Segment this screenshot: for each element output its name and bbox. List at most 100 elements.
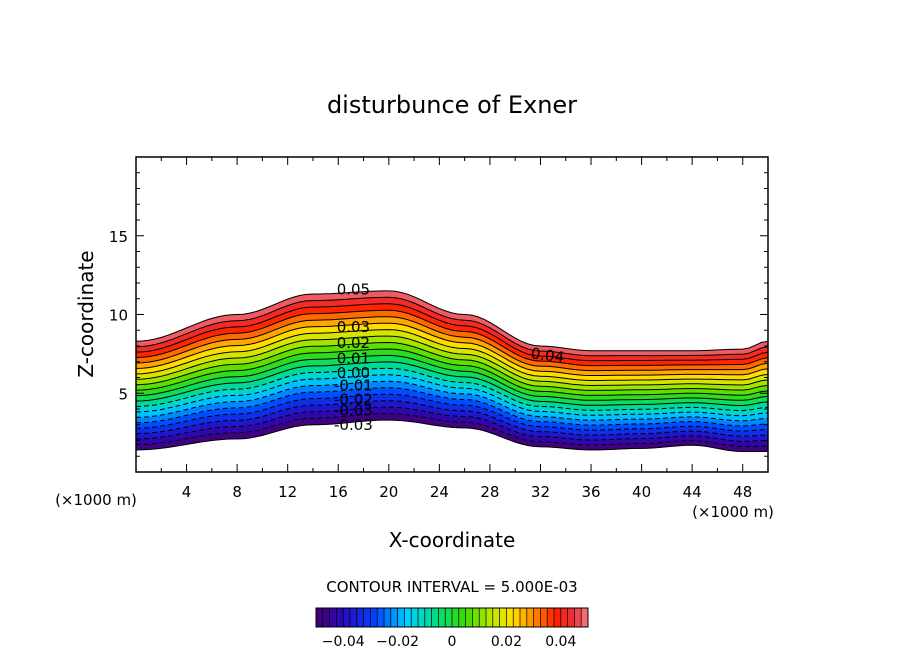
colorbar-cell <box>377 608 385 627</box>
colorbar-cell <box>452 608 460 627</box>
x-tick-label: 40 <box>632 483 651 501</box>
contour-label: 0.02 <box>337 334 370 352</box>
colorbar-cell <box>567 608 575 627</box>
contour-line <box>136 400 768 437</box>
colorbar-cell <box>533 608 541 627</box>
contour-label: 0.00 <box>337 364 370 382</box>
contour-label: -0.03 <box>334 402 373 420</box>
colorbar: −0.04 −0.02 0 0.02 0.04 <box>315 607 589 650</box>
colorbar-cell <box>390 608 398 627</box>
x-tick-label: 48 <box>733 483 752 501</box>
contour-interval-text: CONTOUR INTERVAL = 5.000E-03 <box>326 578 577 596</box>
contour-label: 0.05 <box>337 280 370 298</box>
colorbar-cell <box>316 608 324 627</box>
colorbar-cell <box>499 608 507 627</box>
colorbar-cell <box>465 608 473 627</box>
colorbar-cell <box>445 608 453 627</box>
contour-label: -0.01 <box>334 376 373 394</box>
contour-label: 0.03 <box>337 318 370 336</box>
colorbar-cell <box>520 608 528 627</box>
colorbar-frame <box>315 607 589 628</box>
colorbar-cell <box>526 608 534 627</box>
colorbar-cell <box>472 608 480 627</box>
colorbar-cell <box>343 608 351 627</box>
x-unit-left: (×1000 m) <box>55 491 137 509</box>
contour-line <box>136 341 768 391</box>
contour-line <box>136 309 768 367</box>
colorbar-cell <box>486 608 494 627</box>
contour-labels: 0.050.040.030.020.010.00-0.01-0.02-0.03-… <box>334 280 565 433</box>
contour-label: 0.04 <box>530 344 566 366</box>
contour-field <box>136 290 768 452</box>
x-tick-label: 32 <box>531 483 550 501</box>
colorbar-cell <box>411 608 419 627</box>
x-tick-label: 20 <box>379 483 398 501</box>
x-tick-label: 24 <box>430 483 449 501</box>
colorbar-cell <box>506 608 514 627</box>
contour-line <box>136 387 768 427</box>
colorbar-cell <box>554 608 562 627</box>
colorbar-tick-label: −0.04 <box>322 634 365 650</box>
y-axis-label: Z-coordinate <box>74 250 98 377</box>
contour-line <box>136 374 768 417</box>
colorbar-cell <box>513 608 521 627</box>
colorbar-cell <box>540 608 548 627</box>
x-tick-label: 12 <box>278 483 297 501</box>
x-tick-label: 8 <box>232 483 242 501</box>
colorbar-cell <box>424 608 432 627</box>
contour-line <box>136 413 768 447</box>
x-tick-label: 16 <box>329 483 348 501</box>
colorbar-cell <box>438 608 446 627</box>
colorbar-cell <box>492 608 500 627</box>
contour-label: -0.03 <box>334 416 373 434</box>
contour-label: 0.01 <box>337 350 370 368</box>
contour-line <box>136 393 768 432</box>
colorbar-cell <box>350 608 358 627</box>
colorbar-cell <box>322 608 330 627</box>
colorbar-cell <box>418 608 426 627</box>
contour-line <box>136 380 768 422</box>
contour-line <box>136 361 768 407</box>
x-tick-label: 28 <box>480 483 499 501</box>
colorbar-cell <box>356 608 364 627</box>
colorbar-tick-label: 0 <box>448 634 457 650</box>
contour-edge <box>136 419 768 452</box>
colorbar-cell <box>547 608 555 627</box>
colorbar-cell <box>431 608 439 627</box>
colorbar-cell <box>370 608 378 627</box>
colorbar-cell <box>479 608 487 627</box>
colorbar-cell <box>560 608 568 627</box>
contour-line <box>136 367 768 412</box>
colorbar-cell <box>363 608 371 627</box>
x-tick-label: 36 <box>581 483 600 501</box>
contour-line <box>136 329 768 381</box>
colorbar-cell <box>574 608 582 627</box>
contour-line <box>136 296 768 357</box>
contour-line <box>136 335 768 387</box>
x-tick-label: 44 <box>683 483 702 501</box>
y-tick-label: 15 <box>109 228 128 246</box>
colorbar-cell <box>404 608 412 627</box>
colorbar-cell <box>397 608 405 627</box>
contour-line <box>136 322 768 376</box>
colorbar-cell <box>581 608 589 627</box>
contour-edge <box>136 290 768 352</box>
colorbar-cell <box>384 608 392 627</box>
contour-label: -0.02 <box>334 391 373 409</box>
colorbar-cell <box>336 608 344 627</box>
colorbar-tick-label: 0.04 <box>545 634 576 650</box>
colorbar-tick-label: −0.02 <box>376 634 419 650</box>
x-unit-right: (×1000 m) <box>692 503 774 521</box>
contour-line <box>136 406 768 442</box>
x-axis-label: X-coordinate <box>389 528 516 552</box>
colorbar-cell <box>329 608 337 627</box>
x-tick-label: 4 <box>182 483 192 501</box>
contour-line <box>136 303 768 362</box>
colorbar-tick-label: 0.02 <box>491 634 522 650</box>
contour-line <box>136 348 768 396</box>
y-tick-label: 5 <box>118 385 128 403</box>
colorbar-cell <box>458 608 466 627</box>
contour-line <box>136 354 768 401</box>
